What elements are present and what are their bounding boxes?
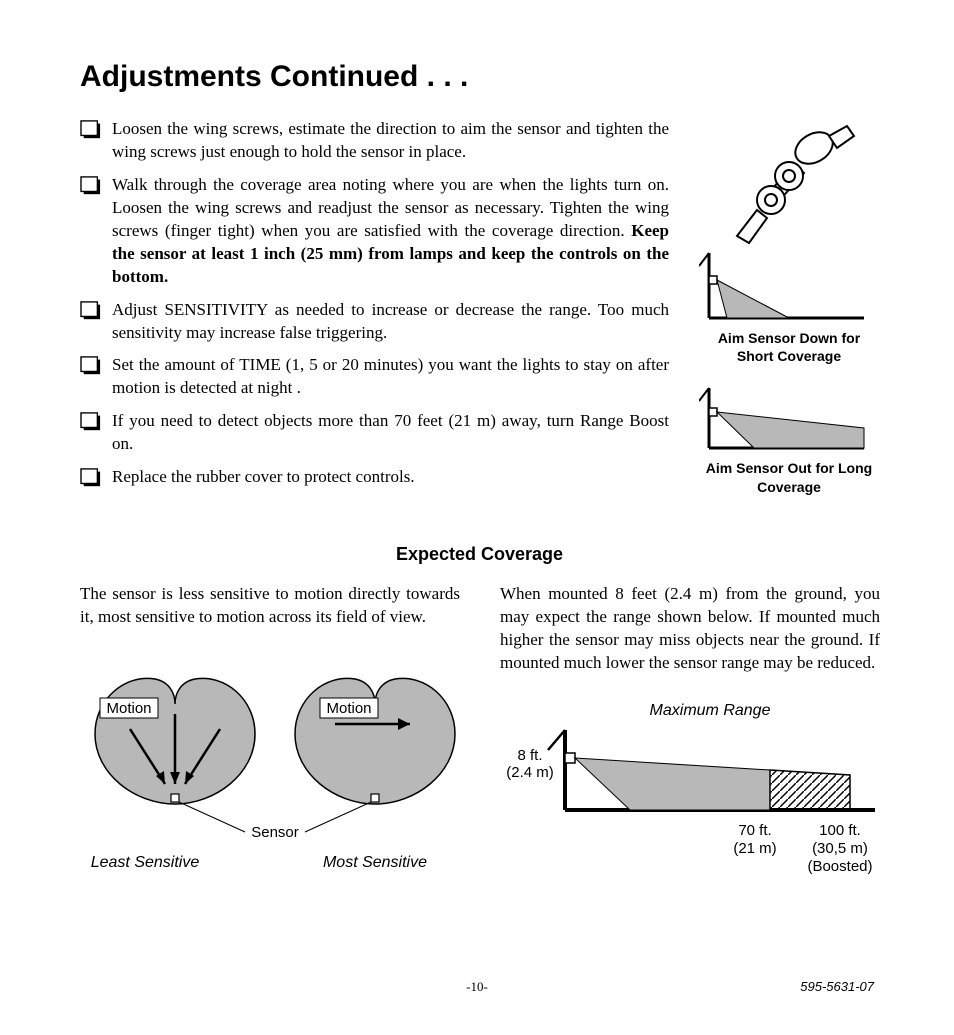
long-coverage-diagram-icon <box>699 383 869 453</box>
instruction-item: Loosen the wing screws, estimate the dir… <box>80 118 669 164</box>
page-title: Adjustments Continued . . . <box>80 60 879 94</box>
expected-coverage-heading: Expected Coverage <box>80 544 879 565</box>
coverage-col-right: When mounted 8 feet (2.4 m) from the gro… <box>500 583 880 905</box>
checkbox-icon <box>80 468 102 488</box>
max-range-label: Maximum Range <box>650 702 771 719</box>
page-number: -10- <box>80 979 874 995</box>
instruction-text: Walk through the coverage area noting wh… <box>112 174 669 289</box>
coverage-columns: The sensor is less sensitive to motion d… <box>80 583 879 905</box>
main-content-row: Loosen the wing screws, estimate the dir… <box>80 118 879 514</box>
instruction-item: Walk through the coverage area noting wh… <box>80 174 669 289</box>
d1-m-label: (21 m) <box>733 840 776 857</box>
least-sensitive-label: Least Sensitive <box>91 854 200 871</box>
document-number: 595-5631-07 <box>800 979 874 994</box>
instruction-text: If you need to detect objects more than … <box>112 410 669 456</box>
instruction-text: Set the amount of TIME (1, 5 or 20 minut… <box>112 354 669 400</box>
most-sensitive-label: Most Sensitive <box>323 854 427 871</box>
height-m-label: (2.4 m) <box>506 764 554 781</box>
short-coverage-caption: Aim Sensor Down for Short Coverage <box>699 329 879 365</box>
instruction-item: Adjust SENSITIVITY as needed to increase… <box>80 299 669 345</box>
short-coverage-diagram-icon <box>699 248 869 323</box>
d2-m-label: (30,5 m) <box>812 840 868 857</box>
col-left-text: The sensor is less sensitive to motion d… <box>80 583 460 629</box>
sensitivity-diagram: Motion Motion Sensor Least Sensitive Mos… <box>80 654 460 874</box>
col-right-text: When mounted 8 feet (2.4 m) from the gro… <box>500 583 880 675</box>
long-coverage-caption: Aim Sensor Out for Long Coverage <box>699 459 879 495</box>
checkbox-icon <box>80 412 102 432</box>
instruction-list: Loosen the wing screws, estimate the dir… <box>80 118 669 514</box>
instruction-text: Replace the rubber cover to protect cont… <box>112 466 415 489</box>
checkbox-icon <box>80 176 102 196</box>
checkbox-icon <box>80 356 102 376</box>
motion-label: Motion <box>106 700 151 717</box>
d2-ft-label: 100 ft. <box>819 822 861 839</box>
side-figures: Aim Sensor Down for Short Coverage Aim S… <box>699 118 879 514</box>
instruction-item: Replace the rubber cover to protect cont… <box>80 466 669 489</box>
coverage-col-left: The sensor is less sensitive to motion d… <box>80 583 460 905</box>
instruction-text: Adjust SENSITIVITY as needed to increase… <box>112 299 669 345</box>
d2-note-label: (Boosted) <box>807 858 872 875</box>
height-ft-label: 8 ft. <box>517 747 542 764</box>
instruction-item: Set the amount of TIME (1, 5 or 20 minut… <box>80 354 669 400</box>
motion-label: Motion <box>326 700 371 717</box>
instruction-text: Loosen the wing screws, estimate the dir… <box>112 118 669 164</box>
page-footer: -10- 595-5631-07 <box>0 979 954 995</box>
checkbox-icon <box>80 120 102 140</box>
d1-ft-label: 70 ft. <box>738 822 771 839</box>
range-diagram: Maximum Range 8 ft. (2.4 m) <box>500 695 880 905</box>
sensor-drawing-icon <box>699 118 869 248</box>
sensor-label: Sensor <box>251 824 299 841</box>
instruction-item: If you need to detect objects more than … <box>80 410 669 456</box>
checkbox-icon <box>80 301 102 321</box>
